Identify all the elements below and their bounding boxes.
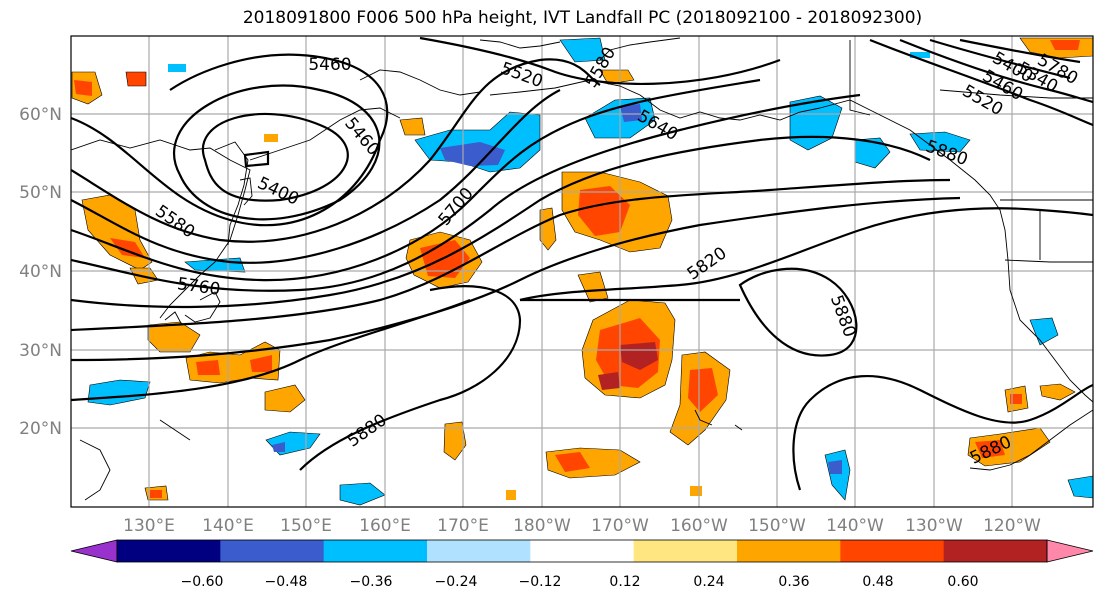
colorbar-segment — [220, 540, 325, 562]
colorbar-tick: 0.12 — [609, 574, 640, 590]
lon-label: 140°W — [826, 516, 884, 536]
colorbar-segment — [943, 540, 1048, 562]
lon-label: 150°E — [280, 516, 332, 536]
colorbar-segment — [323, 540, 428, 562]
colorbar-outline — [116, 539, 1048, 563]
colorbar-tick: −0.48 — [265, 574, 308, 590]
colorbar-segment — [530, 540, 635, 562]
colorbar-segment — [427, 540, 531, 562]
map-title: 2018091800 F006 500 hPa height, IVT Land… — [242, 8, 923, 28]
coastlines — [71, 37, 1093, 501]
lon-label: 130°E — [123, 516, 175, 536]
lat-label: 20°N — [19, 419, 62, 439]
colorbar-extend-max — [1046, 539, 1094, 563]
colorbar-tick: −0.36 — [350, 574, 393, 590]
colorbar-segment — [633, 540, 738, 562]
colorbar-tick: −0.24 — [435, 574, 478, 590]
contour-label: 5460 — [308, 55, 351, 75]
lon-label: 160°W — [670, 516, 728, 536]
colorbar-tick: 0.24 — [693, 574, 724, 590]
lon-label: 170°E — [437, 516, 489, 536]
colorbar-tick: −0.60 — [181, 574, 224, 590]
map-border — [70, 35, 1094, 508]
lon-label: 180°W — [513, 516, 571, 536]
colorbar-segment — [840, 540, 945, 562]
colorbar-tick: 0.48 — [862, 574, 893, 590]
lat-label: 30°N — [19, 341, 62, 361]
lon-label: 150°W — [748, 516, 806, 536]
lon-label: 160°E — [359, 516, 411, 536]
lat-label: 60°N — [19, 105, 62, 125]
height-contours — [71, 36, 1093, 491]
colorbar-segment — [117, 540, 221, 562]
lon-label: 130°W — [905, 516, 963, 536]
lon-label: 120°W — [983, 516, 1041, 536]
colorbar-extend-min — [70, 539, 118, 563]
colorbar-segments — [70, 539, 1094, 563]
lat-label: 40°N — [19, 262, 62, 282]
colorbar-tick: 0.36 — [778, 574, 809, 590]
lon-label: 140°E — [202, 516, 254, 536]
colorbar: −0.60 −0.48 −0.36 −0.24 −0.12 0.12 0.24 … — [70, 539, 1094, 590]
lat-label: 50°N — [19, 183, 62, 203]
lon-label: 170°W — [591, 516, 649, 536]
colorbar-tick: 0.60 — [947, 574, 978, 590]
colorbar-tick: −0.12 — [519, 574, 562, 590]
colorbar-segment — [737, 540, 841, 562]
